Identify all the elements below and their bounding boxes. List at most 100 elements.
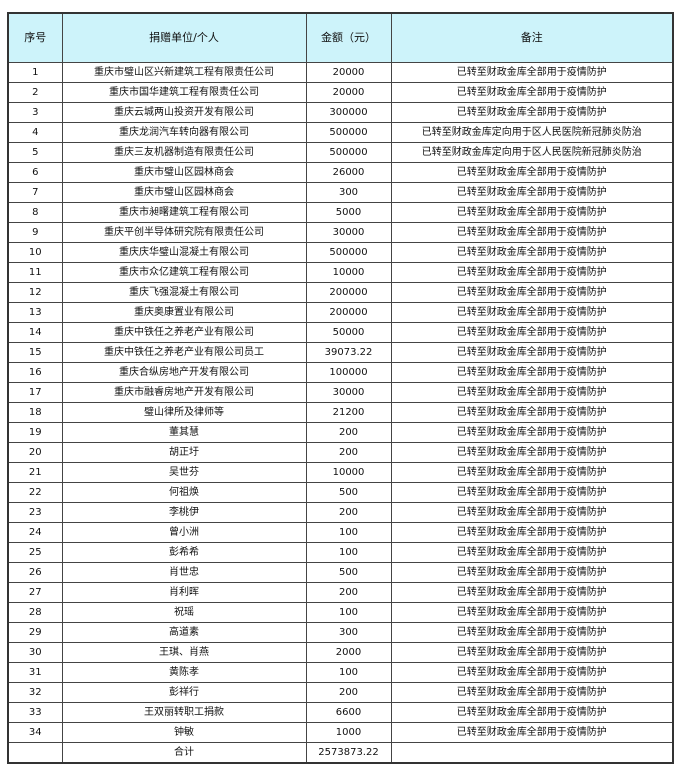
cell-index: 5 xyxy=(7,142,63,163)
cell-amount: 21200 xyxy=(305,402,392,423)
cell-remark: 已转至财政金库定向用于区人民医院新冠肺炎防治 xyxy=(390,122,674,143)
cell-amount: 30000 xyxy=(305,222,392,243)
cell-amount: 2000 xyxy=(305,642,392,663)
cell-amount: 39073.22 xyxy=(305,342,392,363)
cell-index: 18 xyxy=(7,402,63,423)
cell-amount: 100 xyxy=(305,602,392,623)
table-row: 33 王双丽转职工捐款 6600 已转至财政金库全部用于疫情防护 xyxy=(7,702,674,723)
cell-donor: 胡正圩 xyxy=(61,442,307,463)
cell-donor: 重庆庆华璧山混凝土有限公司 xyxy=(61,242,307,263)
cell-donor: 重庆云城两山投资开发有限公司 xyxy=(61,102,307,123)
cell-donor: 重庆中铁任之养老产业有限公司 xyxy=(61,322,307,343)
cell-donor: 重庆市璧山区园林商会 xyxy=(61,182,307,203)
cell-amount: 100 xyxy=(305,522,392,543)
cell-amount: 1000 xyxy=(305,722,392,743)
table-row: 1 重庆市璧山区兴新建筑工程有限责任公司 20000 已转至财政金库全部用于疫情防护 xyxy=(7,62,674,83)
table-row: 18 璧山律所及律师等 21200 已转至财政金库全部用于疫情防护 xyxy=(7,402,674,423)
header-row: 序号 捐赠单位/个人 金额（元） 备注 xyxy=(7,12,674,63)
table-row: 21 吴世芬 10000 已转至财政金库全部用于疫情防护 xyxy=(7,462,674,483)
total-amount: 2573873.22 xyxy=(305,742,392,764)
cell-remark: 已转至财政金库全部用于疫情防护 xyxy=(390,622,674,643)
cell-index: 25 xyxy=(7,542,63,563)
cell-index: 19 xyxy=(7,422,63,443)
cell-remark: 已转至财政金库全部用于疫情防护 xyxy=(390,342,674,363)
cell-amount: 500000 xyxy=(305,242,392,263)
table-row: 27 肖利晖 200 已转至财政金库全部用于疫情防护 xyxy=(7,582,674,603)
cell-index: 12 xyxy=(7,282,63,303)
header-remark: 备注 xyxy=(390,12,674,63)
total-label: 合计 xyxy=(61,742,307,764)
cell-donor: 重庆中铁任之养老产业有限公司员工 xyxy=(61,342,307,363)
table-row: 13 重庆奥康置业有限公司 200000 已转至财政金库全部用于疫情防护 xyxy=(7,302,674,323)
table-row: 4 重庆龙润汽车转向器有限公司 500000 已转至财政金库定向用于区人民医院新冠肺炎… xyxy=(7,122,674,143)
cell-index: 2 xyxy=(7,82,63,103)
cell-amount: 100 xyxy=(305,662,392,683)
cell-remark: 已转至财政金库全部用于疫情防护 xyxy=(390,562,674,583)
cell-remark: 已转至财政金库全部用于疫情防护 xyxy=(390,582,674,603)
cell-remark: 已转至财政金库全部用于疫情防护 xyxy=(390,442,674,463)
table-row: 30 王琪、肖燕 2000 已转至财政金库全部用于疫情防护 xyxy=(7,642,674,663)
table-row: 26 肖世忠 500 已转至财政金库全部用于疫情防护 xyxy=(7,562,674,583)
cell-remark: 已转至财政金库全部用于疫情防护 xyxy=(390,302,674,323)
cell-remark: 已转至财政金库全部用于疫情防护 xyxy=(390,522,674,543)
cell-donor: 董其慧 xyxy=(61,422,307,443)
cell-donor: 曾小洲 xyxy=(61,522,307,543)
cell-index: 8 xyxy=(7,202,63,223)
table-row: 29 高道素 300 已转至财政金库全部用于疫情防护 xyxy=(7,622,674,643)
cell-donor: 重庆奥康置业有限公司 xyxy=(61,302,307,323)
cell-remark: 已转至财政金库全部用于疫情防护 xyxy=(390,702,674,723)
cell-remark: 已转至财政金库全部用于疫情防护 xyxy=(390,642,674,663)
cell-donor: 重庆三友机器制造有限责任公司 xyxy=(61,142,307,163)
cell-index: 21 xyxy=(7,462,63,483)
cell-remark: 已转至财政金库全部用于疫情防护 xyxy=(390,662,674,683)
cell-amount: 100000 xyxy=(305,362,392,383)
cell-index: 26 xyxy=(7,562,63,583)
cell-donor: 重庆市璧山区兴新建筑工程有限责任公司 xyxy=(61,62,307,83)
table-row: 11 重庆市众亿建筑工程有限公司 10000 已转至财政金库全部用于疫情防护 xyxy=(7,262,674,283)
header-index: 序号 xyxy=(7,12,63,63)
cell-index: 33 xyxy=(7,702,63,723)
cell-remark: 已转至财政金库全部用于疫情防护 xyxy=(390,182,674,203)
cell-amount: 6600 xyxy=(305,702,392,723)
cell-donor: 肖世忠 xyxy=(61,562,307,583)
cell-amount: 200 xyxy=(305,442,392,463)
cell-amount: 200000 xyxy=(305,282,392,303)
cell-amount: 200 xyxy=(305,682,392,703)
cell-amount: 300000 xyxy=(305,102,392,123)
cell-donor: 祝瑶 xyxy=(61,602,307,623)
cell-remark: 已转至财政金库全部用于疫情防护 xyxy=(390,602,674,623)
table-row: 8 重庆市昶曙建筑工程有限公司 5000 已转至财政金库全部用于疫情防护 xyxy=(7,202,674,223)
cell-donor: 肖利晖 xyxy=(61,582,307,603)
table-row: 7 重庆市璧山区园林商会 300 已转至财政金库全部用于疫情防护 xyxy=(7,182,674,203)
cell-amount: 500 xyxy=(305,562,392,583)
table-row: 25 彭希希 100 已转至财政金库全部用于疫情防护 xyxy=(7,542,674,563)
cell-donor: 重庆合纵房地产开发有限公司 xyxy=(61,362,307,383)
total-index xyxy=(7,742,63,764)
cell-index: 30 xyxy=(7,642,63,663)
cell-donor: 重庆市国华建筑工程有限责任公司 xyxy=(61,82,307,103)
table-row: 32 彭祥行 200 已转至财政金库全部用于疫情防护 xyxy=(7,682,674,703)
cell-amount: 50000 xyxy=(305,322,392,343)
cell-amount: 30000 xyxy=(305,382,392,403)
cell-remark: 已转至财政金库全部用于疫情防护 xyxy=(390,202,674,223)
cell-amount: 200 xyxy=(305,582,392,603)
cell-donor: 重庆市昶曙建筑工程有限公司 xyxy=(61,202,307,223)
table-row: 24 曾小洲 100 已转至财政金库全部用于疫情防护 xyxy=(7,522,674,543)
cell-remark: 已转至财政金库全部用于疫情防护 xyxy=(390,362,674,383)
cell-remark: 已转至财政金库全部用于疫情防护 xyxy=(390,62,674,83)
cell-amount: 10000 xyxy=(305,462,392,483)
table-row: 14 重庆中铁任之养老产业有限公司 50000 已转至财政金库全部用于疫情防护 xyxy=(7,322,674,343)
cell-amount: 100 xyxy=(305,542,392,563)
cell-donor: 重庆飞强混凝土有限公司 xyxy=(61,282,307,303)
table-row: 16 重庆合纵房地产开发有限公司 100000 已转至财政金库全部用于疫情防护 xyxy=(7,362,674,383)
cell-index: 6 xyxy=(7,162,63,183)
cell-remark: 已转至财政金库全部用于疫情防护 xyxy=(390,82,674,103)
table-row: 28 祝瑶 100 已转至财政金库全部用于疫情防护 xyxy=(7,602,674,623)
cell-remark: 已转至财政金库全部用于疫情防护 xyxy=(390,502,674,523)
cell-index: 24 xyxy=(7,522,63,543)
cell-donor: 璧山律所及律师等 xyxy=(61,402,307,423)
cell-donor: 王琪、肖燕 xyxy=(61,642,307,663)
cell-remark: 已转至财政金库全部用于疫情防护 xyxy=(390,722,674,743)
cell-amount: 5000 xyxy=(305,202,392,223)
cell-remark: 已转至财政金库全部用于疫情防护 xyxy=(390,162,674,183)
